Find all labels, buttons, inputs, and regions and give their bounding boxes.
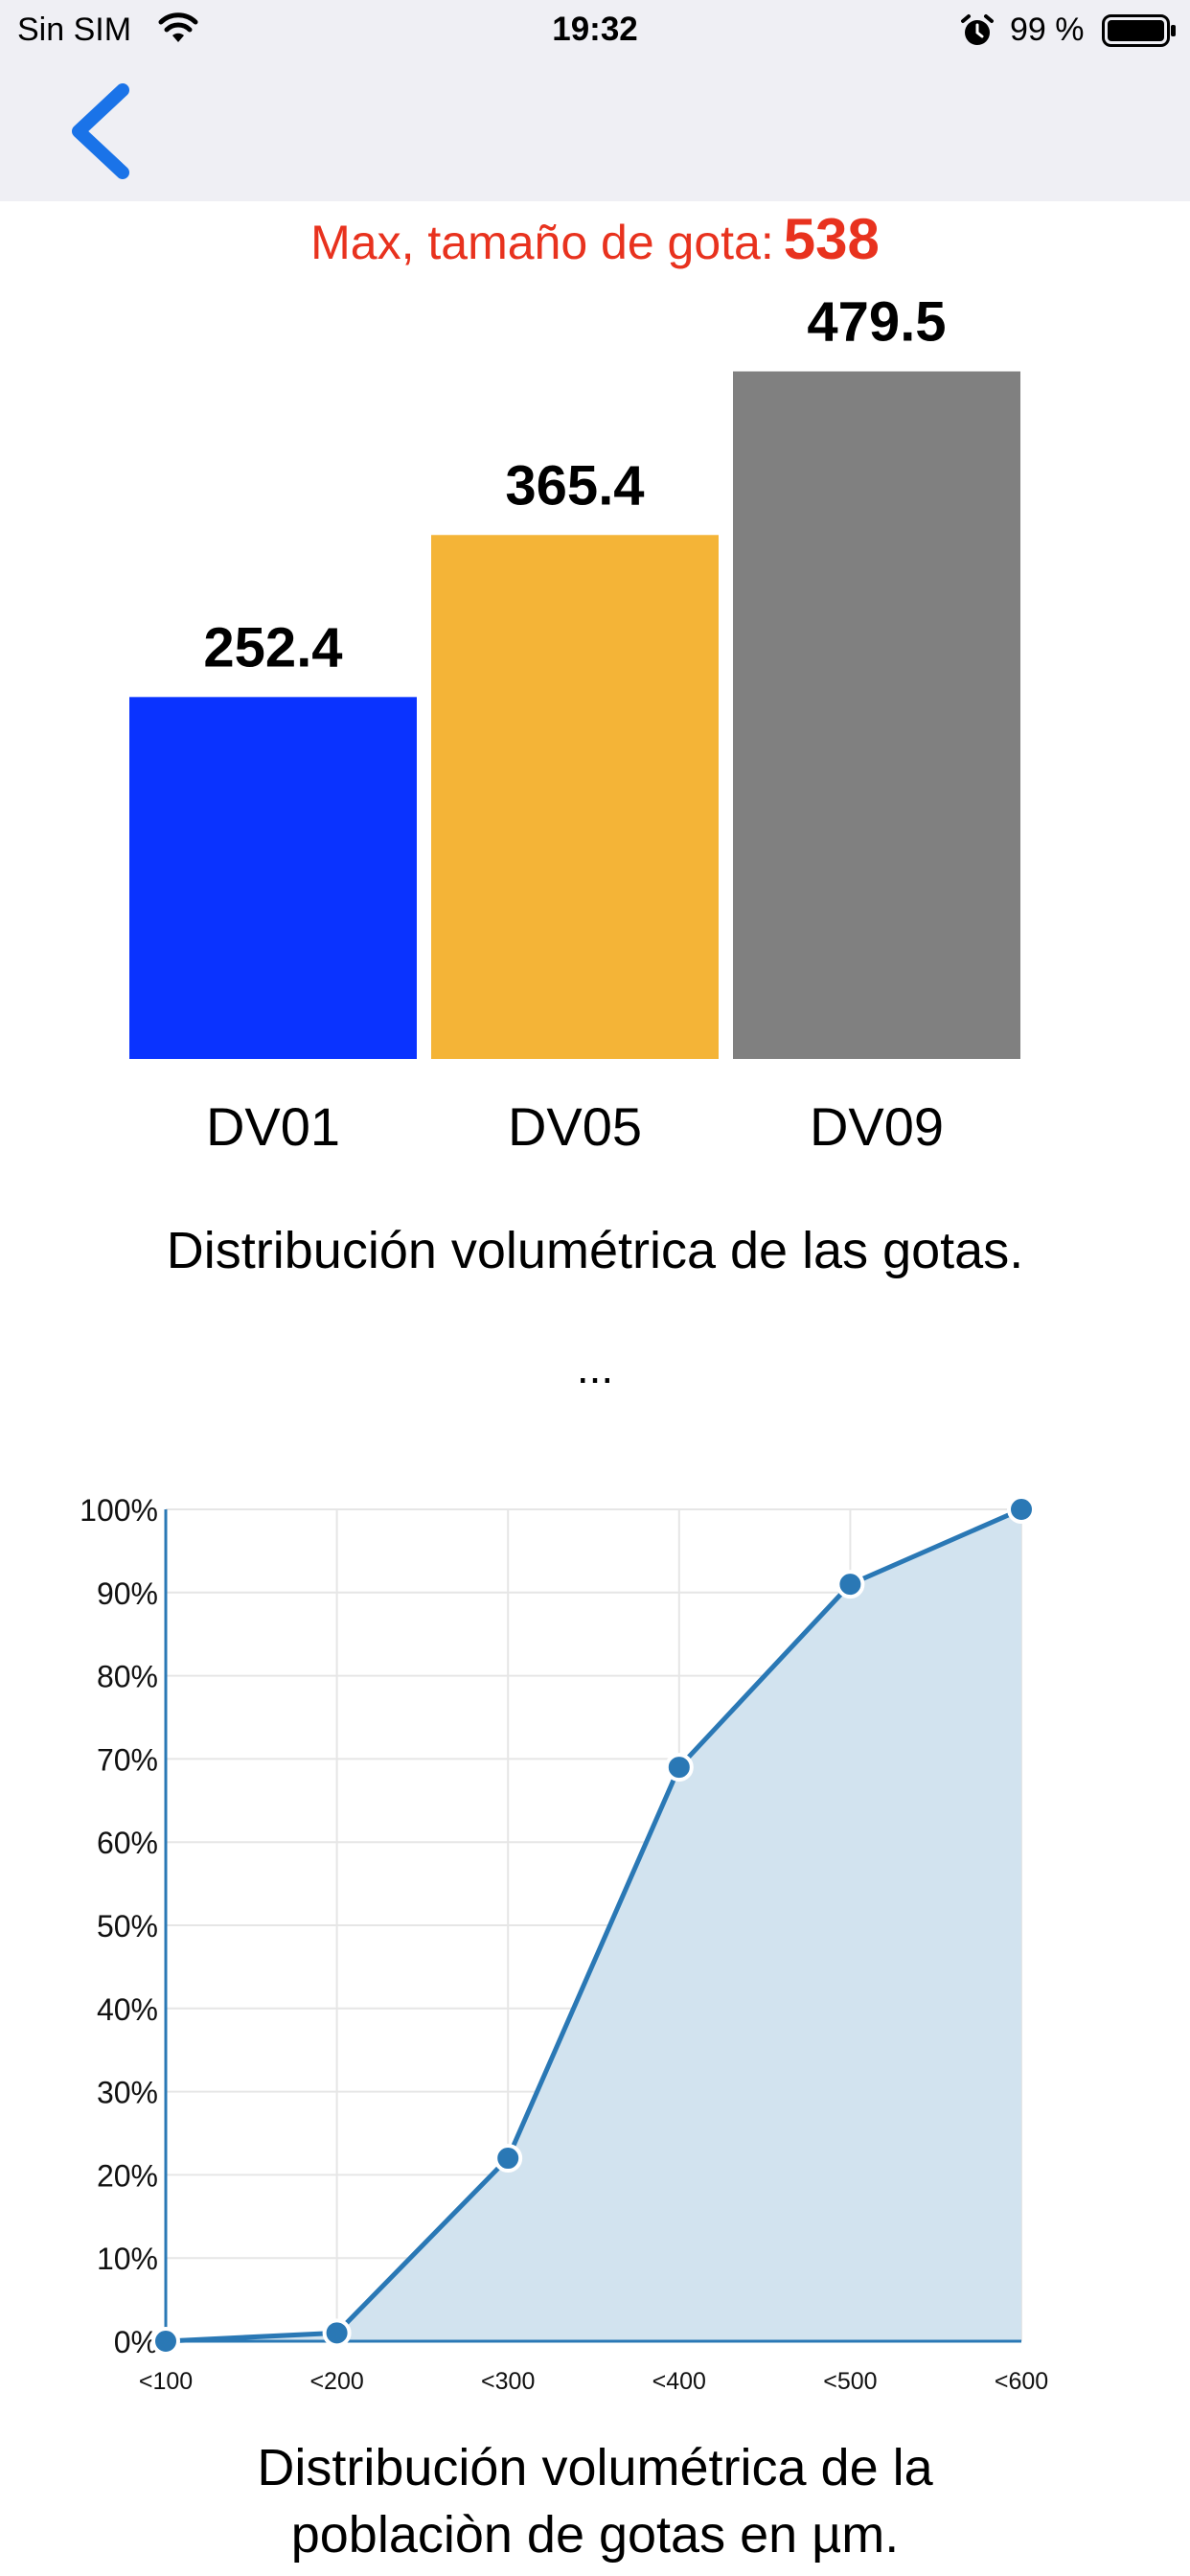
bar-dv09 [733, 371, 1020, 1059]
carrier-label: Sin SIM [17, 12, 132, 48]
y-tick-label: 40% [97, 1992, 158, 2027]
back-button[interactable] [57, 79, 144, 184]
data-point [1007, 1495, 1036, 1524]
separator-ellipsis: ... [576, 1343, 614, 1392]
x-tick-label: <500 [823, 2368, 877, 2395]
x-tick-label: <400 [652, 2368, 706, 2395]
y-tick-label: 60% [97, 1826, 158, 1860]
y-tick-label: 0% [114, 2325, 158, 2359]
bar-dv01 [129, 697, 417, 1059]
bar-category-label: DV05 [508, 1096, 642, 1157]
max-drop-size: Max, tamaño de gota: 538 [0, 201, 1190, 278]
max-drop-size-value: 538 [783, 207, 880, 271]
bar-chart: 252.4 DV01 365.4 DV05 479.5 DV09 [129, 291, 1020, 1157]
data-point [493, 2144, 523, 2174]
series-line [165, 1506, 1023, 2344]
x-tick-label: <600 [995, 2368, 1048, 2395]
data-point [151, 2327, 180, 2356]
bar-category-label: DV09 [810, 1096, 944, 1157]
y-tick-label: 90% [97, 1576, 158, 1611]
data-point [835, 1570, 865, 1599]
x-tick-label: <300 [481, 2368, 535, 2395]
y-tick-label: 10% [97, 2242, 158, 2276]
wifi-icon [158, 12, 198, 42]
chevron-left-icon [72, 83, 129, 179]
line-chart-caption-line-1: Distribución volumétrica de la [257, 2439, 933, 2496]
y-tick-label: 50% [97, 1909, 158, 1944]
battery-icon [1102, 14, 1176, 47]
bar-chart-caption: Distribución volumétrica de las gotas. [166, 1222, 1024, 1279]
battery-percent: 99 % [1010, 12, 1085, 48]
y-tick-label: 80% [97, 1660, 158, 1694]
line-chart-caption: Distribución volumétrica de la poblaciòn… [0, 2434, 1190, 2568]
data-point [664, 1753, 694, 1782]
y-tick-label: 30% [97, 2076, 158, 2110]
bar-dv05 [431, 535, 719, 1059]
x-tick-label: <100 [139, 2368, 193, 2395]
bar-category-label: DV01 [206, 1096, 340, 1157]
data-point [322, 2318, 352, 2348]
clock: 19:32 [552, 11, 638, 48]
max-drop-size-label: Max, tamaño de gota: [310, 216, 774, 269]
line-chart-caption-line-2: poblaciòn de gotas en µm. [290, 2506, 900, 2564]
cumulative-distribution-chart: 0% 10% 20% 30% 40% 50% 60% 70% 80% 90% 100% <100 <20… [80, 1493, 1048, 2395]
bar-value-label: 252.4 [203, 616, 342, 678]
alarm-icon [961, 14, 994, 45]
y-tick-label: 70% [97, 1742, 158, 1777]
top-bar: Sin SIM 19:32 99 % [0, 0, 1190, 201]
bar-value-label: 479.5 [807, 291, 946, 354]
bar-value-label: 365.4 [505, 454, 644, 517]
y-tick-label: 20% [97, 2158, 158, 2193]
x-tick-label: <200 [309, 2368, 363, 2395]
status-bar: Sin SIM 19:32 99 % [0, 0, 1190, 59]
y-tick-label: 100% [80, 1493, 158, 1528]
area-fill [166, 1509, 1021, 2341]
